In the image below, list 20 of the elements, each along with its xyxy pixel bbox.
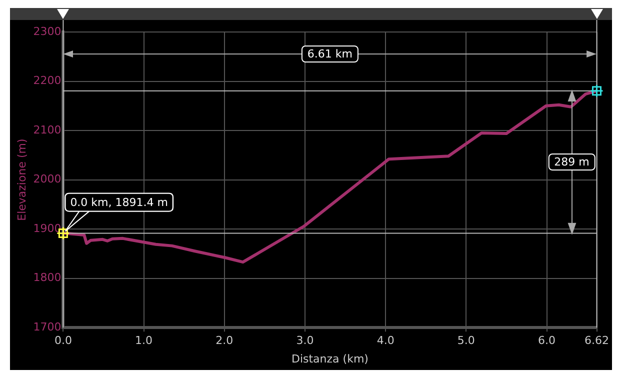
y-tick-label: 2000 — [33, 172, 62, 186]
y-tick-label: 1900 — [33, 222, 62, 235]
y-tick-label: 1700 — [33, 320, 62, 334]
y-tick-label: 2200 — [33, 74, 62, 88]
x-tick-label: 0.0 — [54, 334, 72, 348]
x-tick-label: 1.0 — [135, 334, 153, 348]
y-tick-label: 2300 — [33, 24, 62, 38]
x-tick-label: 5.0 — [457, 334, 475, 348]
x-tick-label: 6.62 — [584, 334, 610, 348]
annotation: 289 m — [548, 154, 596, 171]
y-tick-label: 2100 — [33, 123, 62, 136]
x-tick-label: 2.0 — [216, 334, 234, 348]
y-tick-label: 1800 — [33, 271, 62, 284]
x-tick-label: 3.0 — [296, 334, 314, 348]
x-tick-label: 6.0 — [538, 334, 556, 348]
annotation: 0.0 km, 1891.4 m — [70, 196, 168, 210]
y-axis-title: Elevazione (m) — [15, 138, 28, 221]
x-axis-title: Distanza (km) — [291, 352, 368, 366]
annotation: 6.61 km — [301, 46, 359, 62]
x-tick-label: 4.0 — [376, 334, 394, 348]
